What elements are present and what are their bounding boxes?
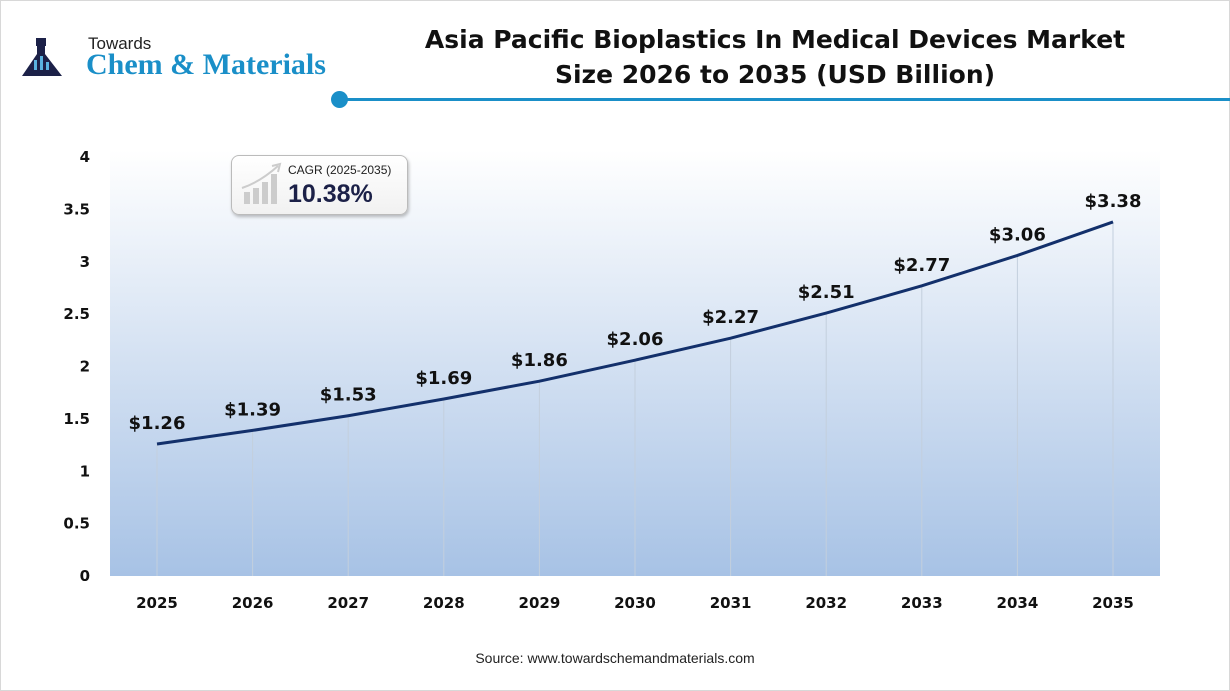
growth-chart-icon	[241, 162, 282, 204]
x-tick-label: 2032	[805, 594, 847, 612]
y-tick-label: 0.5	[63, 515, 90, 533]
brand-logo: Towards Chem & Materials	[22, 34, 326, 84]
cagr-badge: CAGR (2025-2035) 10.38%	[231, 155, 408, 215]
series-line	[156, 220, 1114, 446]
x-tick-label: 2031	[710, 594, 752, 612]
chart-title: Asia Pacific Bioplastics In Medical Devi…	[380, 22, 1170, 92]
x-tick-label: 2033	[901, 594, 943, 612]
source-note: Source: www.towardschemandmaterials.com	[475, 650, 755, 666]
y-tick-label: 3.5	[63, 200, 90, 218]
title-rule-dot	[331, 91, 348, 108]
data-label: $2.27	[702, 307, 759, 328]
data-label: $1.26	[129, 413, 186, 434]
title-rule	[340, 98, 1230, 101]
data-label: $1.39	[224, 399, 281, 420]
data-label: $1.53	[320, 385, 377, 406]
y-tick-label: 2.5	[63, 305, 90, 323]
data-label: $1.86	[511, 350, 568, 371]
chart-title-line-1: Asia Pacific Bioplastics In Medical Devi…	[424, 25, 1126, 54]
brand-towards: Towards	[88, 34, 152, 53]
x-tick-label: 2026	[232, 594, 274, 612]
y-tick-label: 1.5	[63, 410, 90, 428]
y-tick-label: 4	[80, 148, 90, 166]
x-tick-label: 2028	[423, 594, 465, 612]
y-tick-label: 0	[80, 567, 90, 585]
data-label: $1.69	[415, 368, 472, 389]
x-tick-label: 2025	[136, 594, 178, 612]
data-label: $2.06	[607, 329, 664, 350]
x-tick-label: 2027	[327, 594, 369, 612]
chart-title-line-2: Size 2026 to 2035 (USD Billion)	[554, 60, 996, 89]
cagr-label: CAGR (2025-2035)	[288, 163, 392, 177]
data-label: $2.77	[893, 255, 950, 276]
data-label: $2.51	[798, 282, 855, 303]
flask-icon	[22, 38, 62, 76]
y-tick-label: 2	[80, 358, 90, 376]
x-tick-label: 2035	[1092, 594, 1134, 612]
x-tick-label: 2030	[614, 594, 656, 612]
brand-name: Chem & Materials	[86, 48, 326, 81]
x-tick-label: 2029	[519, 594, 561, 612]
y-tick-label: 3	[80, 253, 90, 271]
cagr-value: 10.38%	[288, 180, 373, 208]
x-tick-label: 2034	[997, 594, 1039, 612]
data-label: $3.06	[989, 224, 1046, 245]
data-label: $3.38	[1085, 191, 1142, 212]
y-tick-label: 1	[80, 462, 90, 480]
